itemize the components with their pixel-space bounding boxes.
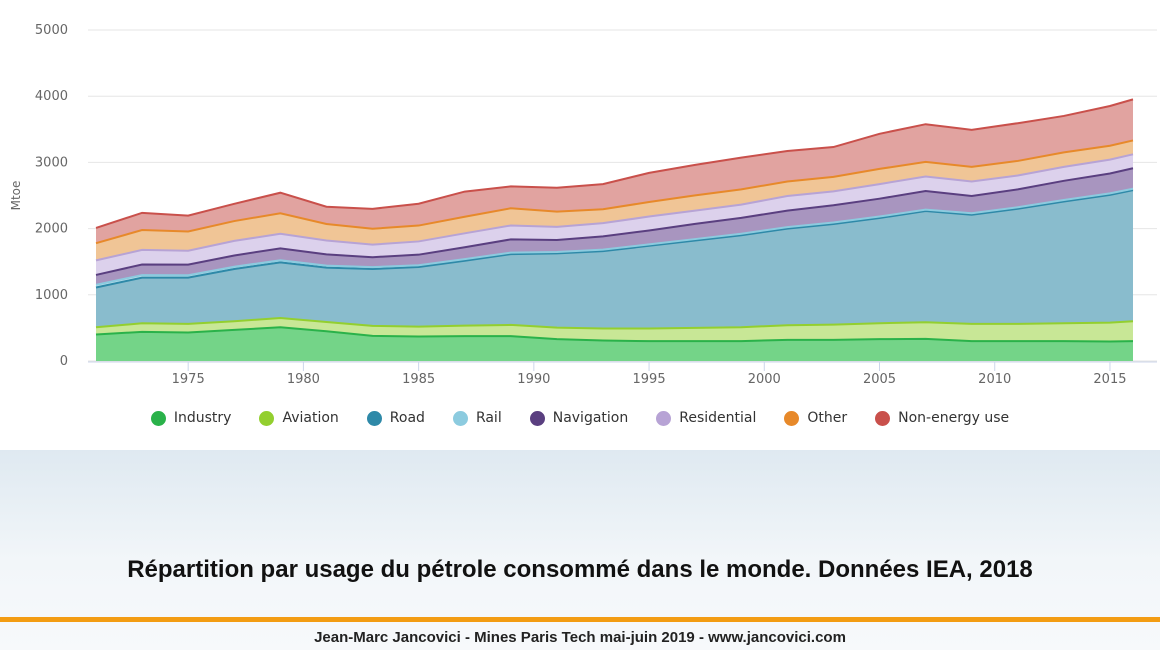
legend-swatch: [875, 410, 891, 426]
y-axis-label: Mtoe: [9, 181, 23, 211]
legend-label: Navigation: [552, 410, 629, 426]
legend-item[interactable]: Residential: [656, 410, 756, 426]
x-tick-label: 2005: [863, 372, 896, 387]
legend-swatch: [259, 410, 275, 426]
footer-divider: [0, 617, 1160, 622]
legend-item[interactable]: Non-energy use: [875, 410, 1009, 426]
y-tick-label: 4000: [35, 89, 68, 104]
area-road: [96, 190, 1133, 329]
x-tick-label: 1980: [287, 372, 320, 387]
legend-label: Industry: [173, 410, 232, 426]
legend-label: Rail: [475, 410, 502, 426]
line-other: [95, 139, 1134, 245]
legend-item[interactable]: Industry: [150, 410, 232, 426]
legend-swatch: [366, 410, 382, 426]
x-tick-label: 2010: [978, 372, 1011, 387]
chart-area: 0 1000 2000 3000 4000 5000 Mtoe 1975 1980 1985 199…: [0, 23, 1160, 431]
legend-item[interactable]: Navigation: [529, 410, 629, 426]
legend-label: Residential: [679, 410, 757, 426]
line-road: [95, 189, 1134, 289]
x-tick-label: 1975: [172, 372, 205, 387]
legend-item[interactable]: Road: [366, 410, 425, 426]
author-credit: Jean-Marc Jancovici - Mines Paris Tech m…: [314, 629, 846, 646]
legend-swatch: [529, 410, 545, 426]
legend-item[interactable]: Other: [784, 410, 847, 426]
legend-label: Other: [807, 410, 848, 426]
line-rail: [95, 187, 1134, 286]
y-tick-label: 5000: [35, 23, 68, 38]
legend-swatch: [150, 410, 166, 426]
x-tick-label: 1995: [633, 372, 666, 387]
y-tick-label: 1000: [35, 288, 68, 303]
slide-background-band: [0, 450, 1160, 650]
line-residential: [95, 153, 1134, 262]
legend-swatch: [656, 410, 672, 426]
line-navigation: [95, 167, 1134, 276]
legend-item[interactable]: Aviation: [259, 410, 339, 426]
legend-label: Non-energy use: [898, 410, 1010, 426]
line-aviation: [95, 316, 1134, 330]
legend: Industry Aviation Road Rail Navigation Reside…: [0, 405, 1160, 431]
stacked-area-chart: 0 1000 2000 3000 4000 5000 Mtoe 1975 1980 1985 199…: [9, 23, 1157, 387]
y-tick-label: 0: [60, 354, 68, 369]
legend-label: Road: [389, 410, 425, 426]
legend-label: Aviation: [282, 410, 339, 426]
x-tick-label: 1990: [517, 372, 550, 387]
area-residential: [96, 154, 1133, 275]
x-tick-label: 2000: [748, 372, 781, 387]
y-tick-label: 3000: [35, 155, 68, 170]
legend-swatch: [452, 410, 468, 426]
legend-item[interactable]: Rail: [452, 410, 502, 426]
slide-caption: Répartition par usage du pétrole consomm…: [127, 556, 1033, 583]
line-non-energy-use: [95, 98, 1134, 229]
y-tick-label: 2000: [35, 222, 68, 237]
line-industry: [95, 326, 1134, 343]
x-tick-label: 1985: [402, 372, 435, 387]
legend-swatch: [784, 410, 800, 426]
x-tick-label: 2015: [1093, 372, 1126, 387]
area-industry: [96, 327, 1133, 361]
